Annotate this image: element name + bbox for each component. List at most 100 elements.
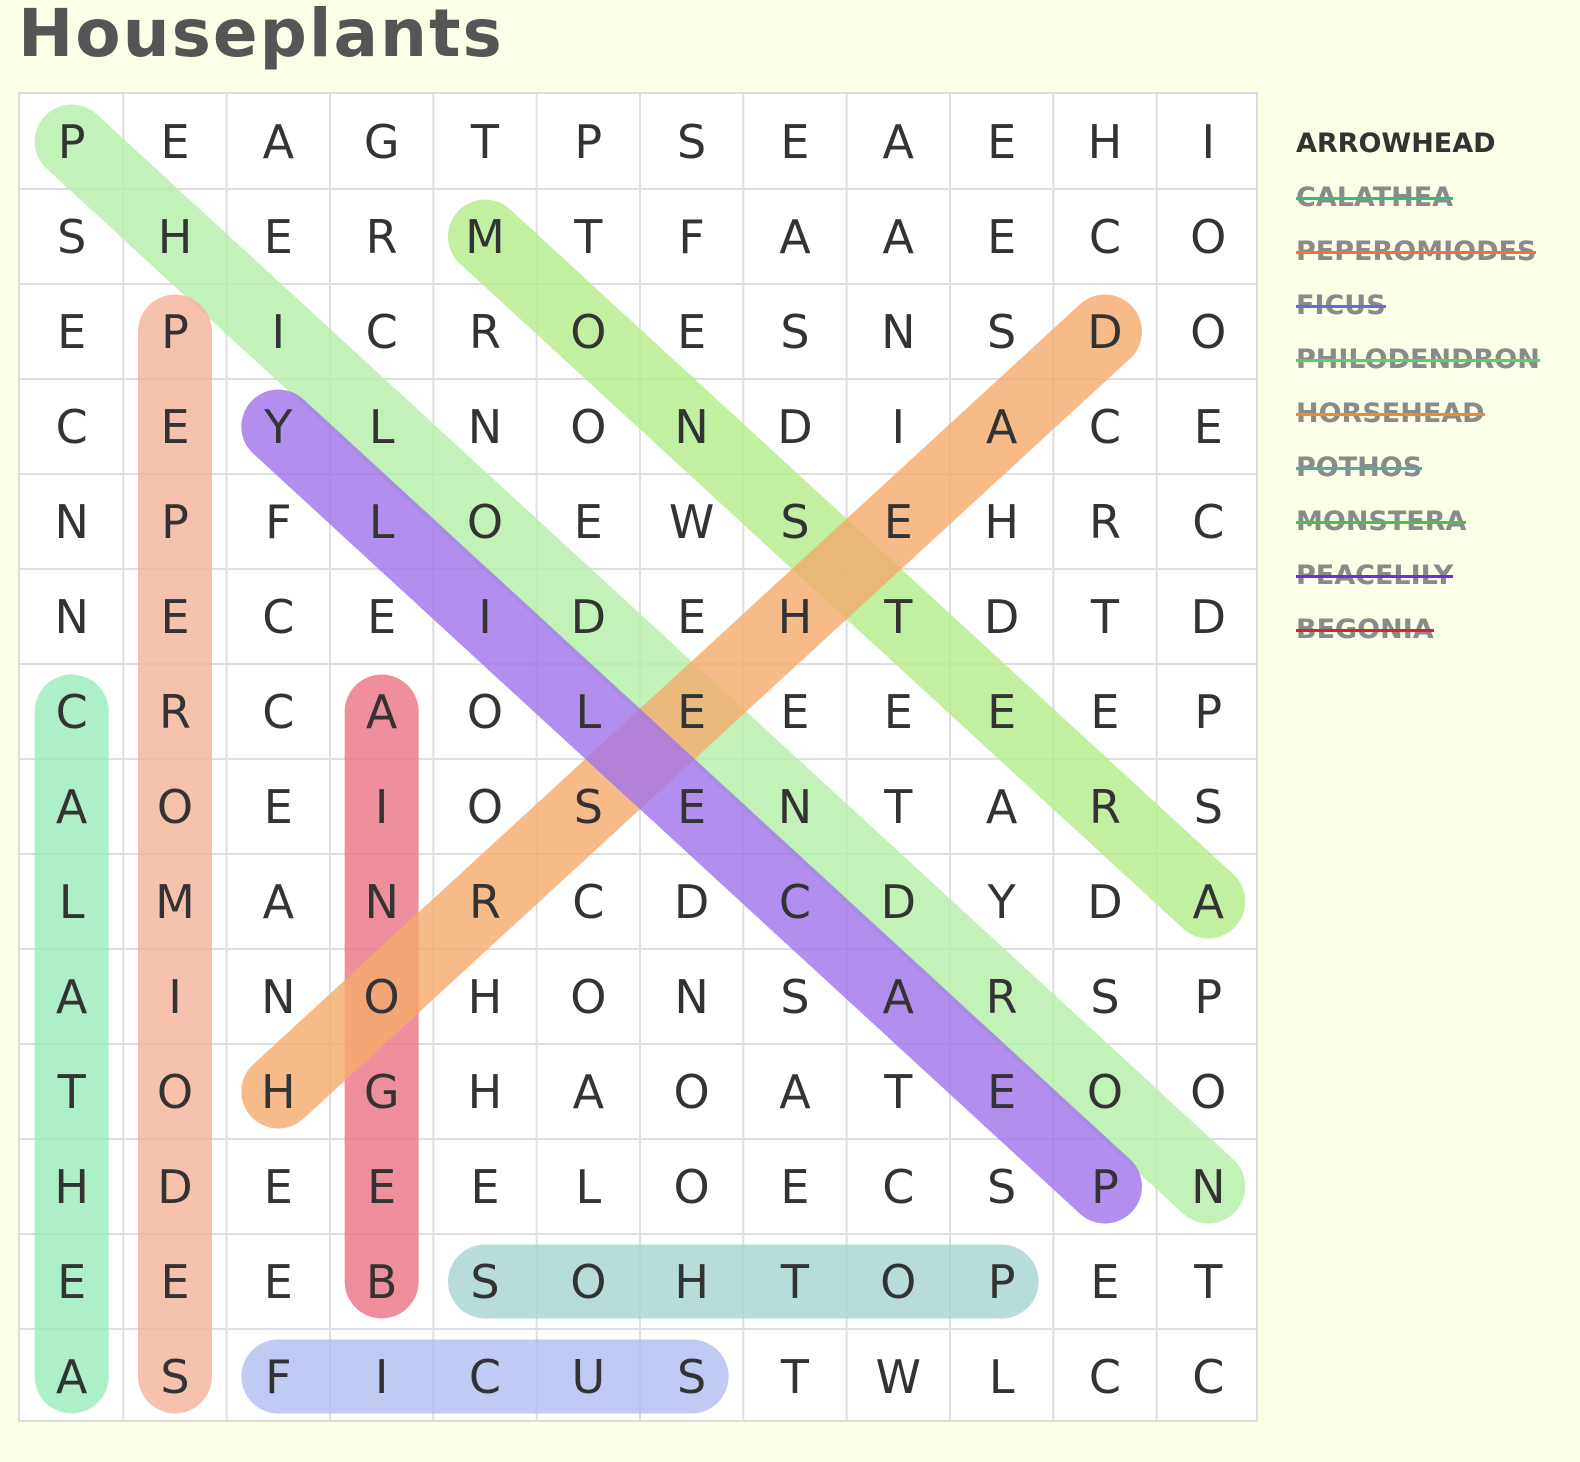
grid-cell[interactable]: O: [1086, 1064, 1124, 1119]
grid-cell[interactable]: E: [160, 589, 190, 644]
grid-cell[interactable]: E: [263, 779, 293, 834]
grid-cell[interactable]: O: [570, 304, 607, 359]
grid-cell[interactable]: U: [571, 1349, 606, 1404]
grid-cell[interactable]: S: [987, 1159, 1017, 1214]
grid-cell[interactable]: E: [780, 684, 810, 739]
grid-cell[interactable]: A: [985, 779, 1018, 834]
grid-cell[interactable]: G: [363, 114, 400, 169]
grid-cell[interactable]: E: [160, 114, 190, 169]
grid-cell[interactable]: S: [987, 304, 1017, 359]
grid-cell[interactable]: S: [677, 1349, 707, 1404]
grid-cell[interactable]: S: [57, 209, 87, 264]
grid-cell[interactable]: A: [882, 969, 915, 1024]
grid-cell[interactable]: C: [1088, 209, 1122, 264]
grid-cell[interactable]: R: [468, 874, 501, 929]
grid-cell[interactable]: O: [1190, 304, 1227, 359]
grid-cell[interactable]: O: [673, 1064, 710, 1119]
grid-cell[interactable]: I: [374, 1349, 389, 1404]
grid-cell[interactable]: E: [987, 684, 1017, 739]
grid-cell[interactable]: A: [572, 1064, 605, 1119]
grid-cell[interactable]: I: [891, 399, 906, 454]
grid-cell[interactable]: L: [368, 399, 395, 454]
grid-cell[interactable]: C: [55, 684, 88, 739]
grid-cell[interactable]: L: [988, 1349, 1015, 1404]
grid-cell[interactable]: N: [674, 399, 709, 454]
grid-cell[interactable]: L: [368, 494, 395, 549]
grid-cell[interactable]: R: [468, 304, 501, 359]
grid-cell[interactable]: N: [261, 969, 296, 1024]
grid-cell[interactable]: P: [161, 304, 189, 359]
grid-cell[interactable]: C: [882, 1159, 915, 1214]
grid-cell[interactable]: E: [987, 114, 1017, 169]
grid-cell[interactable]: E: [987, 1064, 1017, 1119]
grid-cell[interactable]: H: [984, 494, 1019, 549]
grid-cell[interactable]: P: [1091, 1159, 1119, 1214]
grid-cell[interactable]: L: [575, 684, 602, 739]
grid-cell[interactable]: H: [777, 589, 813, 644]
grid-cell[interactable]: I: [374, 779, 389, 834]
grid-cell[interactable]: P: [1194, 684, 1223, 739]
grid-cell[interactable]: E: [677, 779, 707, 834]
grid-cell[interactable]: I: [478, 589, 492, 644]
grid-cell[interactable]: E: [677, 684, 707, 739]
grid-cell[interactable]: T: [884, 779, 913, 834]
grid-cell[interactable]: E: [160, 399, 190, 454]
grid-cell[interactable]: I: [271, 304, 286, 359]
grid-cell[interactable]: E: [367, 1159, 397, 1214]
grid-cell[interactable]: C: [262, 589, 295, 644]
grid-cell[interactable]: E: [1090, 684, 1120, 739]
grid-cell[interactable]: T: [1090, 589, 1120, 644]
grid-cell[interactable]: M: [465, 209, 505, 264]
grid-cell[interactable]: P: [161, 494, 189, 549]
grid-cell[interactable]: E: [470, 1159, 500, 1214]
grid-cell[interactable]: D: [1190, 589, 1226, 644]
grid-cell[interactable]: E: [677, 304, 707, 359]
grid-cell[interactable]: E: [780, 114, 810, 169]
grid-cell[interactable]: D: [157, 1159, 193, 1214]
grid-cell[interactable]: P: [574, 114, 603, 169]
grid-cell[interactable]: E: [263, 1159, 293, 1214]
grid-cell[interactable]: H: [467, 1064, 503, 1119]
grid-cell[interactable]: F: [265, 1349, 292, 1404]
grid-cell[interactable]: N: [364, 874, 399, 929]
grid-cell[interactable]: O: [570, 399, 607, 454]
grid-cell[interactable]: T: [574, 209, 603, 264]
grid-cell[interactable]: L: [58, 874, 85, 929]
grid-cell[interactable]: T: [1194, 1254, 1223, 1309]
grid-cell[interactable]: A: [262, 874, 295, 929]
grid-cell[interactable]: H: [467, 969, 503, 1024]
grid-cell[interactable]: A: [779, 1064, 811, 1119]
grid-cell[interactable]: W: [668, 494, 715, 549]
grid-cell[interactable]: T: [470, 114, 500, 169]
grid-cell[interactable]: O: [570, 969, 607, 1024]
grid-cell[interactable]: N: [674, 969, 709, 1024]
grid-cell[interactable]: B: [365, 1254, 398, 1309]
grid-cell[interactable]: R: [1088, 779, 1121, 834]
grid-cell[interactable]: N: [777, 779, 813, 834]
grid-cell[interactable]: N: [881, 304, 916, 359]
grid-cell[interactable]: E: [780, 1159, 810, 1214]
grid-cell[interactable]: C: [1192, 1349, 1225, 1404]
grid-cell[interactable]: T: [884, 1064, 913, 1119]
grid-cell[interactable]: R: [985, 969, 1018, 1024]
grid-cell[interactable]: H: [674, 1254, 709, 1309]
grid-cell[interactable]: S: [780, 494, 810, 549]
grid-cell[interactable]: T: [780, 1349, 810, 1404]
grid-cell[interactable]: H: [54, 1159, 89, 1214]
grid-cell[interactable]: C: [1088, 399, 1122, 454]
grid-cell[interactable]: E: [263, 209, 293, 264]
grid-cell[interactable]: P: [1194, 969, 1223, 1024]
grid-cell[interactable]: F: [265, 494, 292, 549]
grid-cell[interactable]: O: [880, 1254, 917, 1309]
grid-cell[interactable]: E: [57, 304, 87, 359]
grid-cell[interactable]: N: [1191, 1159, 1226, 1214]
grid-cell[interactable]: E: [677, 589, 707, 644]
grid-cell[interactable]: N: [467, 399, 503, 454]
grid-cell[interactable]: T: [884, 589, 913, 644]
grid-cell[interactable]: O: [673, 1159, 710, 1214]
grid-cell[interactable]: E: [573, 494, 603, 549]
grid-cell[interactable]: H: [1087, 114, 1123, 169]
grid-cell[interactable]: D: [1087, 304, 1123, 359]
grid-cell[interactable]: R: [1088, 494, 1121, 549]
grid-cell[interactable]: E: [987, 209, 1017, 264]
